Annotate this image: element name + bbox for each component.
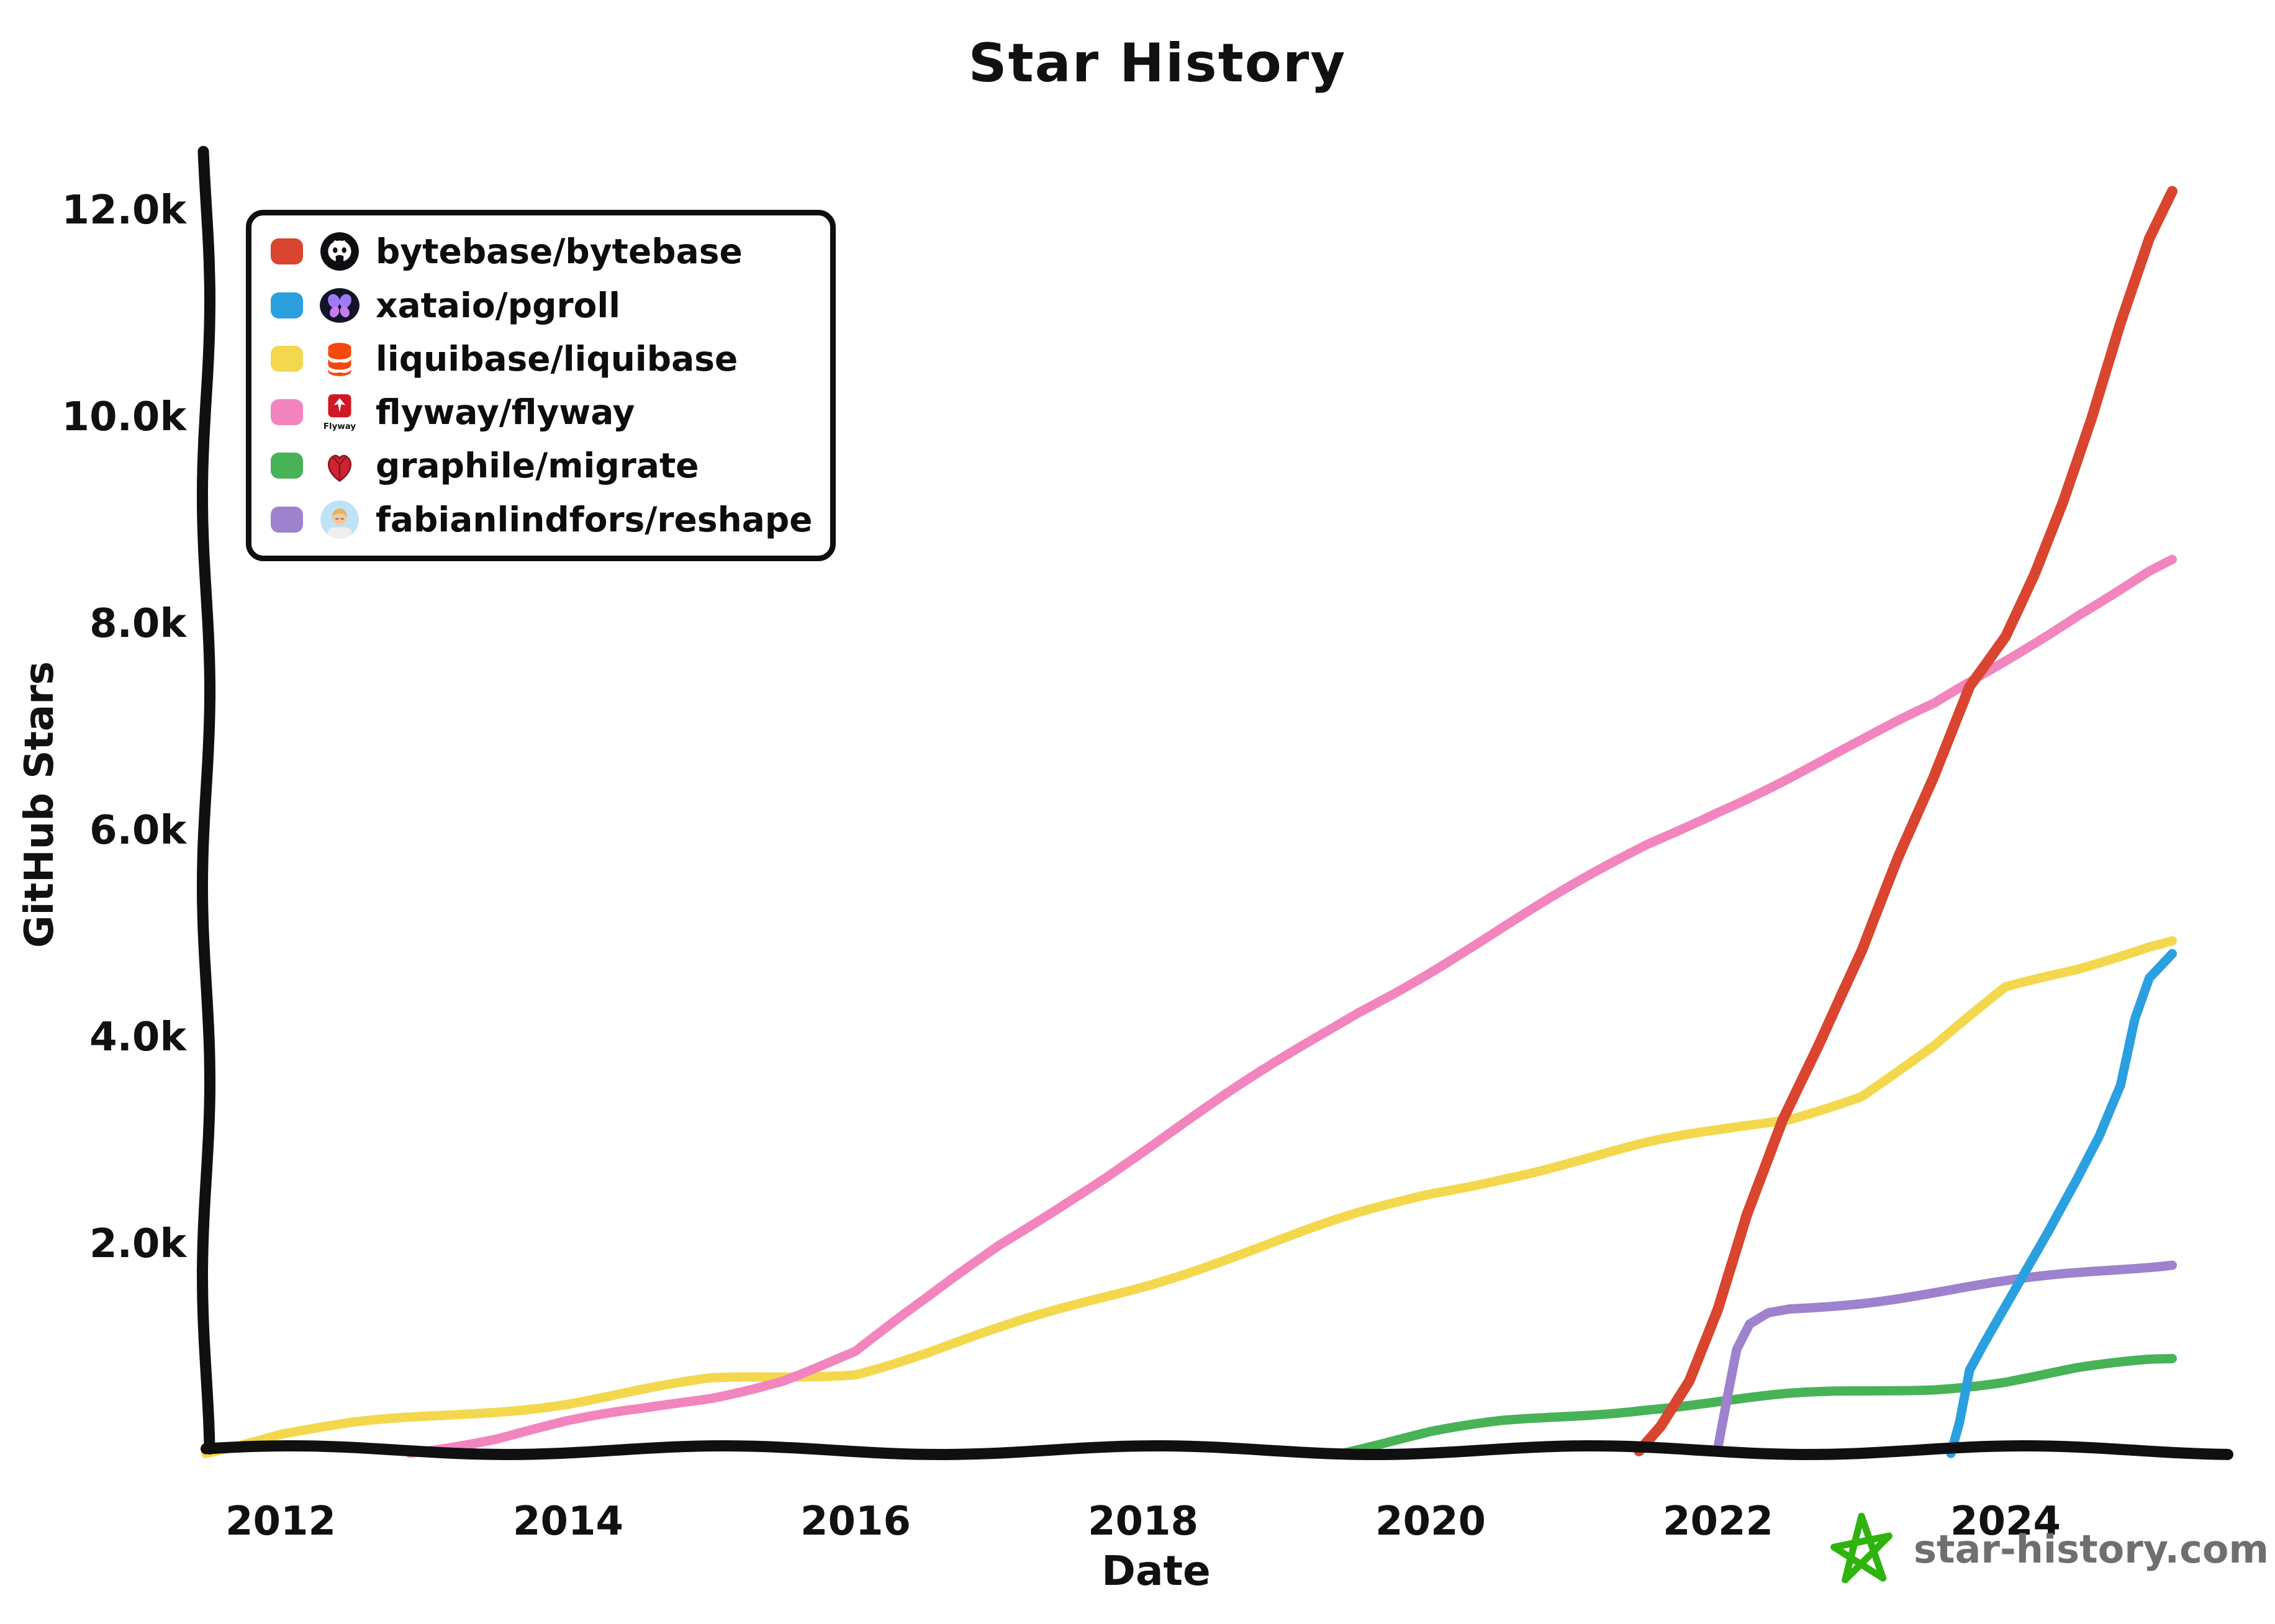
flyway-logo-icon: Flyway xyxy=(319,391,361,433)
y-axis-tick-labels: 2.0k 4.0k 6.0k 8.0k 10.0k 12.0k xyxy=(62,187,188,1267)
x-axis-tick-labels: 2012 2014 2016 2018 2020 2022 2024 xyxy=(225,1499,2061,1545)
x-axis-title: Date xyxy=(1101,1547,1211,1595)
series-color-swatch xyxy=(271,453,303,479)
y-tick-label: 4.0k xyxy=(89,1014,187,1060)
watermark: star-history.com xyxy=(1827,1511,2269,1587)
series-line-graphile/migrate xyxy=(1339,1354,2177,1458)
y-tick-label: 8.0k xyxy=(89,601,187,647)
series-color-swatch xyxy=(271,506,303,533)
legend-label: flyway/flyway xyxy=(376,392,635,433)
legend-label: graphile/migrate xyxy=(376,446,699,486)
bytebase-avatar-icon xyxy=(319,230,361,273)
series-line-xataio/pgroll xyxy=(1946,949,2177,1458)
legend-item-xataio: xataio/pgroll xyxy=(270,279,812,332)
series-line-flyway/flyway xyxy=(405,554,2177,1458)
series-lines xyxy=(201,186,2178,1458)
x-tick-label: 2014 xyxy=(513,1499,623,1545)
x-tick-label: 2012 xyxy=(225,1499,336,1545)
liquibase-logo-icon xyxy=(319,338,361,380)
y-tick-label: 10.0k xyxy=(62,394,188,440)
page-title: Star History xyxy=(968,32,1347,94)
legend-item-fabianlindfors: fabianlindfors/reshape xyxy=(270,494,813,546)
legend-item-liquibase: liquibase/liquibase xyxy=(270,333,812,385)
flyway-icon-text: Flyway xyxy=(323,422,356,431)
y-axis-title: GitHub Stars xyxy=(17,661,63,948)
legend-label: liquibase/liquibase xyxy=(376,338,738,379)
x-tick-label: 2016 xyxy=(800,1499,911,1545)
star-doodle-icon xyxy=(1830,1512,1893,1584)
series-line-fabianlindfors/reshape xyxy=(1713,1260,2177,1452)
series-color-swatch xyxy=(271,292,303,318)
series-color-swatch xyxy=(271,238,303,265)
legend-item-graphile: graphile/migrate xyxy=(270,440,812,492)
legend-item-bytebase: bytebase/bytebase xyxy=(270,225,812,277)
legend-label: bytebase/bytebase xyxy=(376,232,743,272)
x-tick-label: 2018 xyxy=(1088,1499,1198,1545)
legend-label: xataio/pgroll xyxy=(376,285,621,325)
x-tick-label: 2022 xyxy=(1663,1499,1773,1545)
legend: bytebase/bytebase xataio/pgroll xyxy=(246,210,836,561)
y-tick-label: 12.0k xyxy=(62,187,188,233)
graphile-heart-icon xyxy=(319,444,361,487)
series-color-swatch xyxy=(271,345,303,372)
series-color-swatch xyxy=(271,399,303,426)
series-line-bytebase/bytebase xyxy=(1634,186,2178,1456)
fabianlindfors-avatar-icon xyxy=(319,498,361,541)
watermark-text: star-history.com xyxy=(1914,1526,2269,1572)
y-tick-label: 6.0k xyxy=(89,808,187,854)
y-tick-label: 2.0k xyxy=(89,1221,187,1267)
y-axis-line xyxy=(197,146,215,1455)
x-tick-label: 2020 xyxy=(1375,1499,1486,1545)
xata-butterfly-icon xyxy=(319,284,361,327)
series-line-liquibase/liquibase xyxy=(201,936,2177,1458)
legend-label: fabianlindfors/reshape xyxy=(376,499,813,539)
legend-item-flyway: Flyway flyway/flyway xyxy=(270,386,812,438)
x-axis-line xyxy=(201,1440,2233,1460)
axes xyxy=(197,146,2233,1460)
x-tick-label: 2024 xyxy=(1950,1499,2061,1545)
